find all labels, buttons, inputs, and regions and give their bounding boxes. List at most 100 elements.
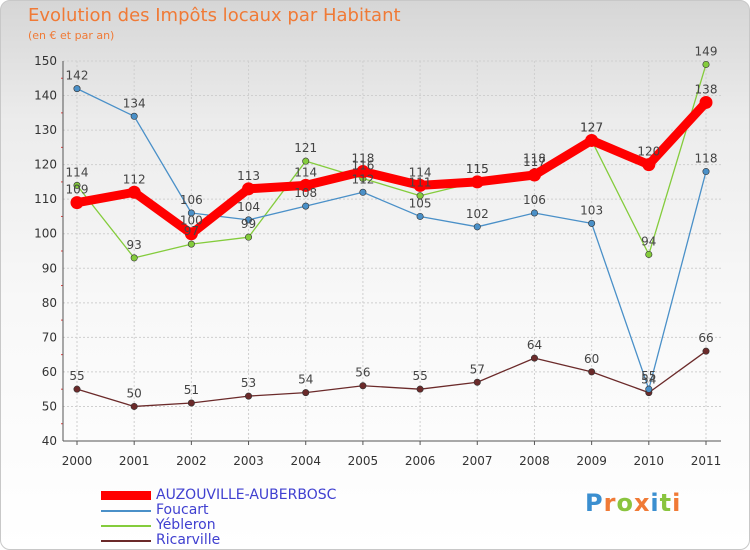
data-label: 149 <box>695 44 718 58</box>
data-label: 55 <box>69 369 84 383</box>
y-tick-label: 40 <box>42 434 57 448</box>
data-point <box>645 250 653 258</box>
data-label: 106 <box>523 193 546 207</box>
data-point <box>473 223 481 231</box>
data-point <box>73 181 81 189</box>
x-tick-label: 2000 <box>62 454 93 468</box>
legend-label: AUZOUVILLE-AUBERBOSC <box>156 487 337 503</box>
data-label: 127 <box>580 120 603 134</box>
data-point <box>413 178 427 192</box>
series-line <box>76 63 707 259</box>
legend-swatch <box>101 510 151 512</box>
y-tick-label: 110 <box>34 192 57 206</box>
data-point <box>530 209 538 217</box>
data-point <box>245 233 253 241</box>
logo-letter: x <box>633 489 651 517</box>
data-point <box>73 385 81 393</box>
legend-label: Foucart <box>156 502 209 518</box>
data-point <box>184 227 198 241</box>
data-label: 60 <box>584 352 599 366</box>
logo-letter: P <box>585 489 604 517</box>
data-point <box>585 133 599 147</box>
y-tick-label: 120 <box>34 158 57 172</box>
data-point <box>302 389 310 397</box>
x-tick-label: 2011 <box>691 454 722 468</box>
y-tick-label: 90 <box>42 261 57 275</box>
legend-swatch <box>101 540 151 542</box>
data-label: 118 <box>523 152 546 166</box>
data-label: 121 <box>294 141 317 155</box>
data-point <box>187 209 195 217</box>
data-point <box>299 178 313 192</box>
y-tick-label: 60 <box>42 365 57 379</box>
x-tick-label: 2010 <box>634 454 665 468</box>
data-label: 64 <box>527 338 542 352</box>
data-label: 54 <box>298 373 313 387</box>
data-point <box>473 378 481 386</box>
series-line <box>76 87 707 390</box>
data-label: 120 <box>637 145 660 159</box>
data-label: 108 <box>294 186 317 200</box>
y-tick-label: 140 <box>34 89 57 103</box>
proxiti-logo: Proxiti <box>585 489 681 517</box>
y-tick-label: 150 <box>34 54 57 68</box>
data-label: 94 <box>641 234 656 248</box>
data-point <box>702 60 710 68</box>
data-point <box>470 175 484 189</box>
data-point <box>588 219 596 227</box>
data-label: 114 <box>66 165 89 179</box>
chart-subtitle: (en € et par an) <box>28 29 115 42</box>
data-label: 112 <box>123 172 146 186</box>
data-label: 54 <box>641 373 656 387</box>
logo-letter: r <box>603 489 617 517</box>
x-tick-label: 2006 <box>405 454 436 468</box>
y-tick-label: 80 <box>42 296 57 310</box>
data-point <box>645 385 653 393</box>
data-label: 113 <box>237 169 260 183</box>
data-point <box>130 112 138 120</box>
data-point <box>359 188 367 196</box>
data-label: 116 <box>351 158 374 172</box>
series-line <box>72 97 711 239</box>
data-label: 114 <box>294 165 317 179</box>
data-label: 127 <box>580 120 603 134</box>
data-label: 100 <box>180 214 203 228</box>
data-point <box>642 158 656 172</box>
logo-letter: i <box>672 489 682 517</box>
y-tick-label: 100 <box>34 227 57 241</box>
data-point <box>416 212 424 220</box>
y-tick-label: 70 <box>42 330 57 344</box>
data-label: 102 <box>466 207 489 221</box>
data-point <box>73 85 81 93</box>
y-tick-label: 130 <box>34 123 57 137</box>
data-label: 115 <box>466 162 489 176</box>
data-point <box>245 216 253 224</box>
data-label: 97 <box>184 224 199 238</box>
data-label: 111 <box>409 176 432 190</box>
data-point <box>130 402 138 410</box>
data-point <box>416 385 424 393</box>
data-label: 142 <box>66 69 89 83</box>
data-point <box>356 165 370 179</box>
logo-letter: o <box>616 489 634 517</box>
x-tick-label: 2001 <box>119 454 150 468</box>
series-line <box>76 350 707 408</box>
data-label: 53 <box>241 376 256 390</box>
chart-title: Evolution des Impôts locaux par Habitant <box>28 5 401 26</box>
x-tick-label: 2007 <box>462 454 493 468</box>
x-tick-label: 2008 <box>519 454 550 468</box>
data-point <box>187 240 195 248</box>
data-label: 56 <box>355 366 370 380</box>
data-point <box>127 185 141 199</box>
data-label: 138 <box>695 82 718 96</box>
data-label: 55 <box>641 369 656 383</box>
legend-label: Ricarville <box>156 532 221 548</box>
x-tick-label: 2005 <box>348 454 379 468</box>
y-tick-label: 50 <box>42 399 57 413</box>
data-point <box>699 95 713 109</box>
data-point <box>416 192 424 200</box>
data-label: 55 <box>412 369 427 383</box>
data-label: 134 <box>123 96 146 110</box>
